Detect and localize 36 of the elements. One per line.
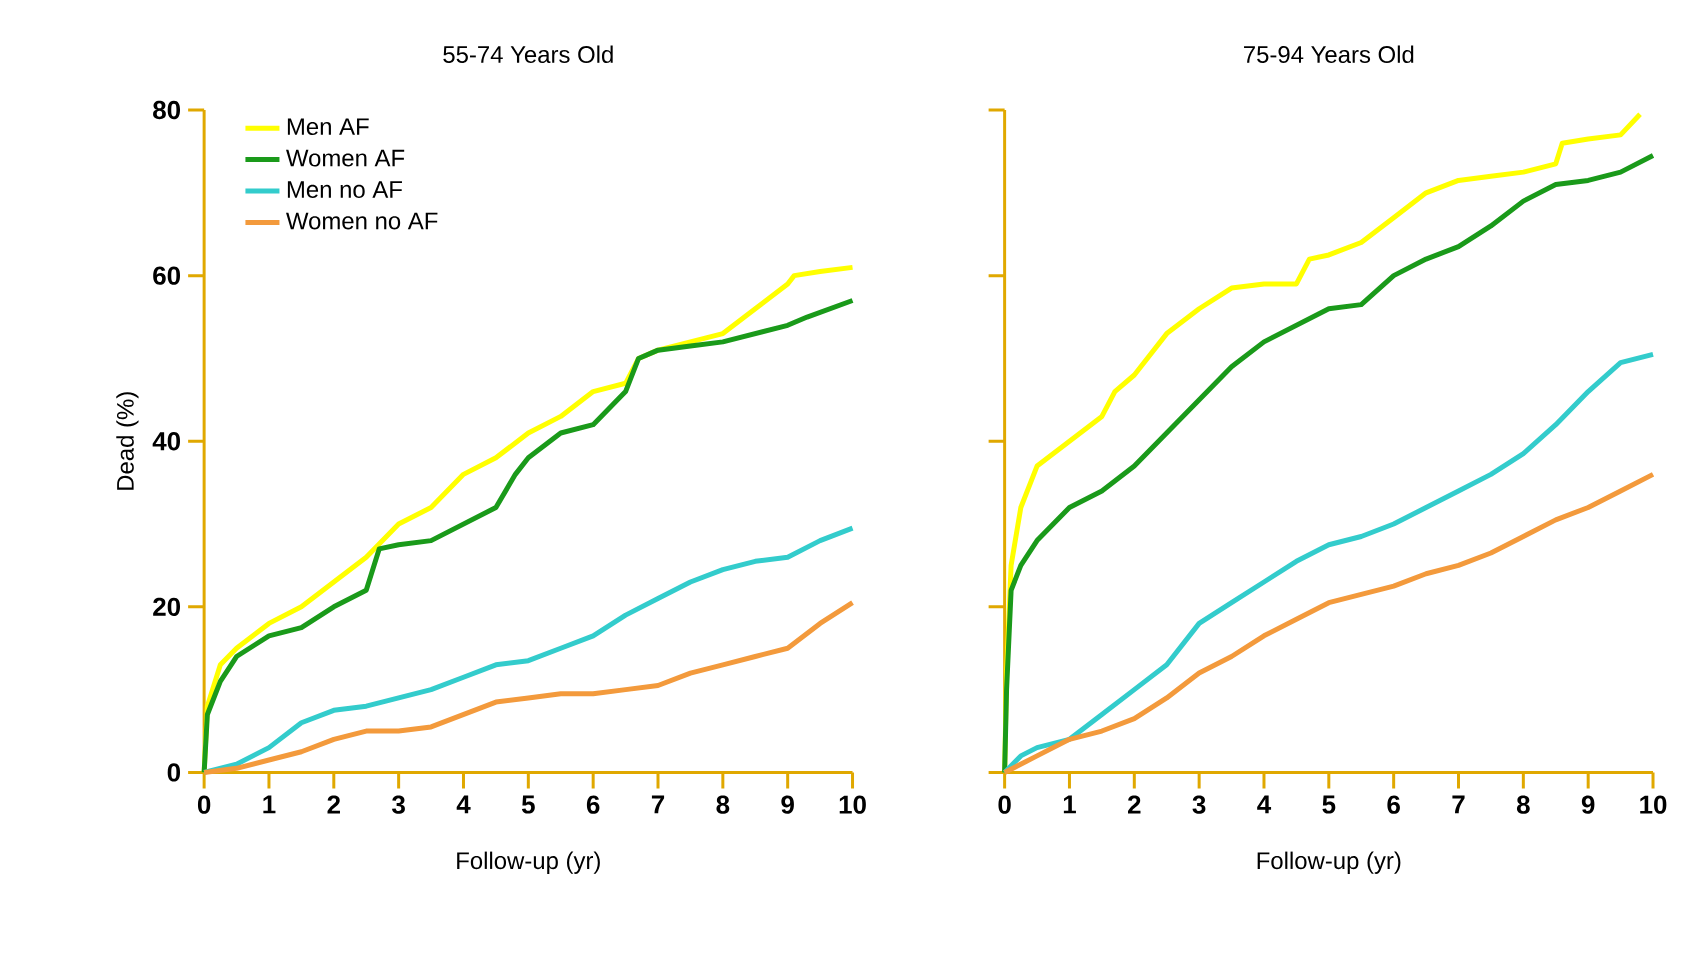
- chart-title: 75-94 Years Old: [1244, 45, 1414, 64]
- x-axis-title: Follow-up (yr): [457, 851, 600, 875]
- x-axis-title: Follow-up (yr): [1257, 851, 1401, 875]
- x-tick-label: 2: [1128, 795, 1141, 814]
- x-tick-label: 7: [1452, 795, 1465, 814]
- x-tick-label: 8: [716, 795, 730, 815]
- x-tick-label: 10: [1640, 795, 1667, 815]
- x-tick-label: 5: [521, 795, 535, 814]
- y-tick-label: 60: [153, 266, 181, 286]
- x-tick-label: 9: [781, 795, 794, 815]
- legend-label: Women no AF: [286, 212, 438, 230]
- x-tick-label: 3: [1192, 795, 1206, 815]
- chart-title: 55-74 Years Old: [443, 45, 613, 64]
- legend-label: Men no AF: [287, 181, 402, 199]
- legend-label: Men AF: [287, 118, 369, 136]
- x-tick-label: 9: [1581, 795, 1595, 815]
- x-tick-label: 0: [998, 795, 1011, 815]
- x-tick-label: 6: [586, 795, 600, 815]
- x-tick-label: 1: [1063, 795, 1076, 814]
- x-tick-label: 8: [1516, 795, 1530, 815]
- x-tick-label: 0: [197, 795, 211, 815]
- y-tick-label: 20: [153, 597, 181, 617]
- x-tick-label: 2: [327, 795, 340, 814]
- x-tick-label: 6: [1387, 795, 1400, 815]
- y-tick-label: 40: [152, 432, 181, 451]
- y-axis-title: Dead (%): [116, 392, 139, 491]
- y-tick-label: 0: [167, 763, 181, 782]
- legend-label: Women AF: [286, 150, 405, 167]
- x-tick-label: 1: [263, 795, 276, 814]
- x-tick-label: 3: [392, 795, 405, 815]
- x-tick-label: 4: [1257, 795, 1272, 814]
- x-tick-label: 10: [839, 795, 866, 815]
- x-tick-label: 4: [456, 795, 471, 814]
- x-tick-label: 5: [1322, 795, 1336, 814]
- y-tick-label: 80: [153, 101, 181, 120]
- x-tick-label: 7: [651, 795, 665, 814]
